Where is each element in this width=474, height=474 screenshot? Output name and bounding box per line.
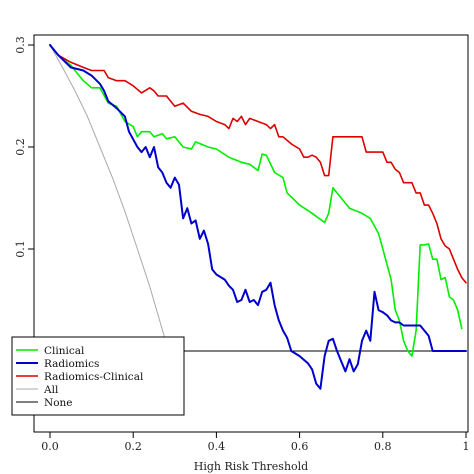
y-tick-label: 0.3	[14, 36, 27, 54]
y-tick-label: 0.2	[14, 138, 27, 156]
legend-label: Clinical	[44, 345, 85, 357]
series-line-radiomics	[49, 44, 467, 390]
x-tick-label: 0.0	[41, 440, 59, 453]
legend-label: All	[43, 384, 59, 396]
legend-label: None	[44, 397, 73, 409]
y-tick-label: 0.1	[14, 240, 27, 258]
series-line-clinical	[49, 44, 463, 357]
legend: ClinicalRadiomicsRadiomics-ClinicalAllNo…	[11, 336, 185, 416]
x-tick-label: 0.6	[291, 440, 309, 453]
x-axis-title: High Risk Threshold	[194, 460, 308, 473]
x-tick-label: 1	[463, 440, 470, 453]
x-tick-label: 0.2	[124, 440, 142, 453]
x-tick-label: 0.8	[374, 440, 392, 453]
legend-box	[11, 336, 185, 416]
legend-label: Radiomics-Clinical	[44, 371, 144, 383]
x-tick-label: 0.4	[208, 440, 226, 453]
plot-frame	[33, 34, 469, 433]
series-line-radiomics-clinical	[49, 44, 467, 284]
legend-label: Radiomics	[44, 358, 99, 370]
